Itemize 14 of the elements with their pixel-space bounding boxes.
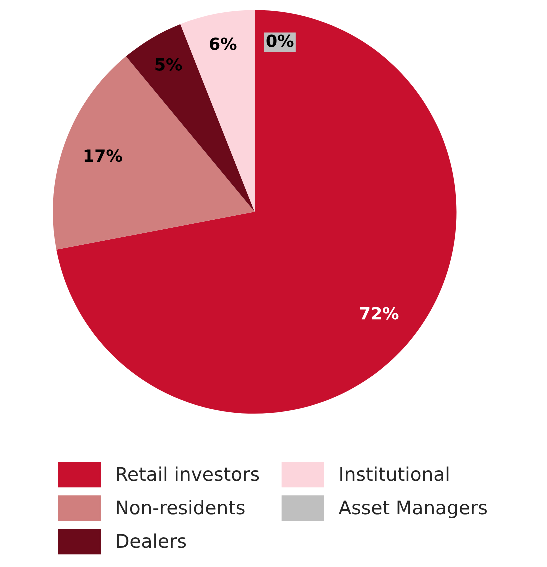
legend-label: Dealers [117, 534, 186, 548]
data-label: 17% [84, 150, 122, 162]
legend-label: Institutional [340, 466, 449, 482]
legend-label: Asset Managers [338, 500, 488, 518]
pie-slice [56, 10, 457, 414]
data-label: 72% [360, 307, 399, 320]
pie-slice [126, 24, 255, 212]
text: 0% [266, 34, 294, 48]
legend-label: Retail investors [117, 466, 260, 482]
pie-slice [180, 10, 255, 212]
data-label: 6% [210, 38, 237, 50]
legend-label: Non-residents [117, 500, 245, 515]
data-label: 5% [156, 58, 182, 71]
pie-slice [53, 56, 255, 250]
